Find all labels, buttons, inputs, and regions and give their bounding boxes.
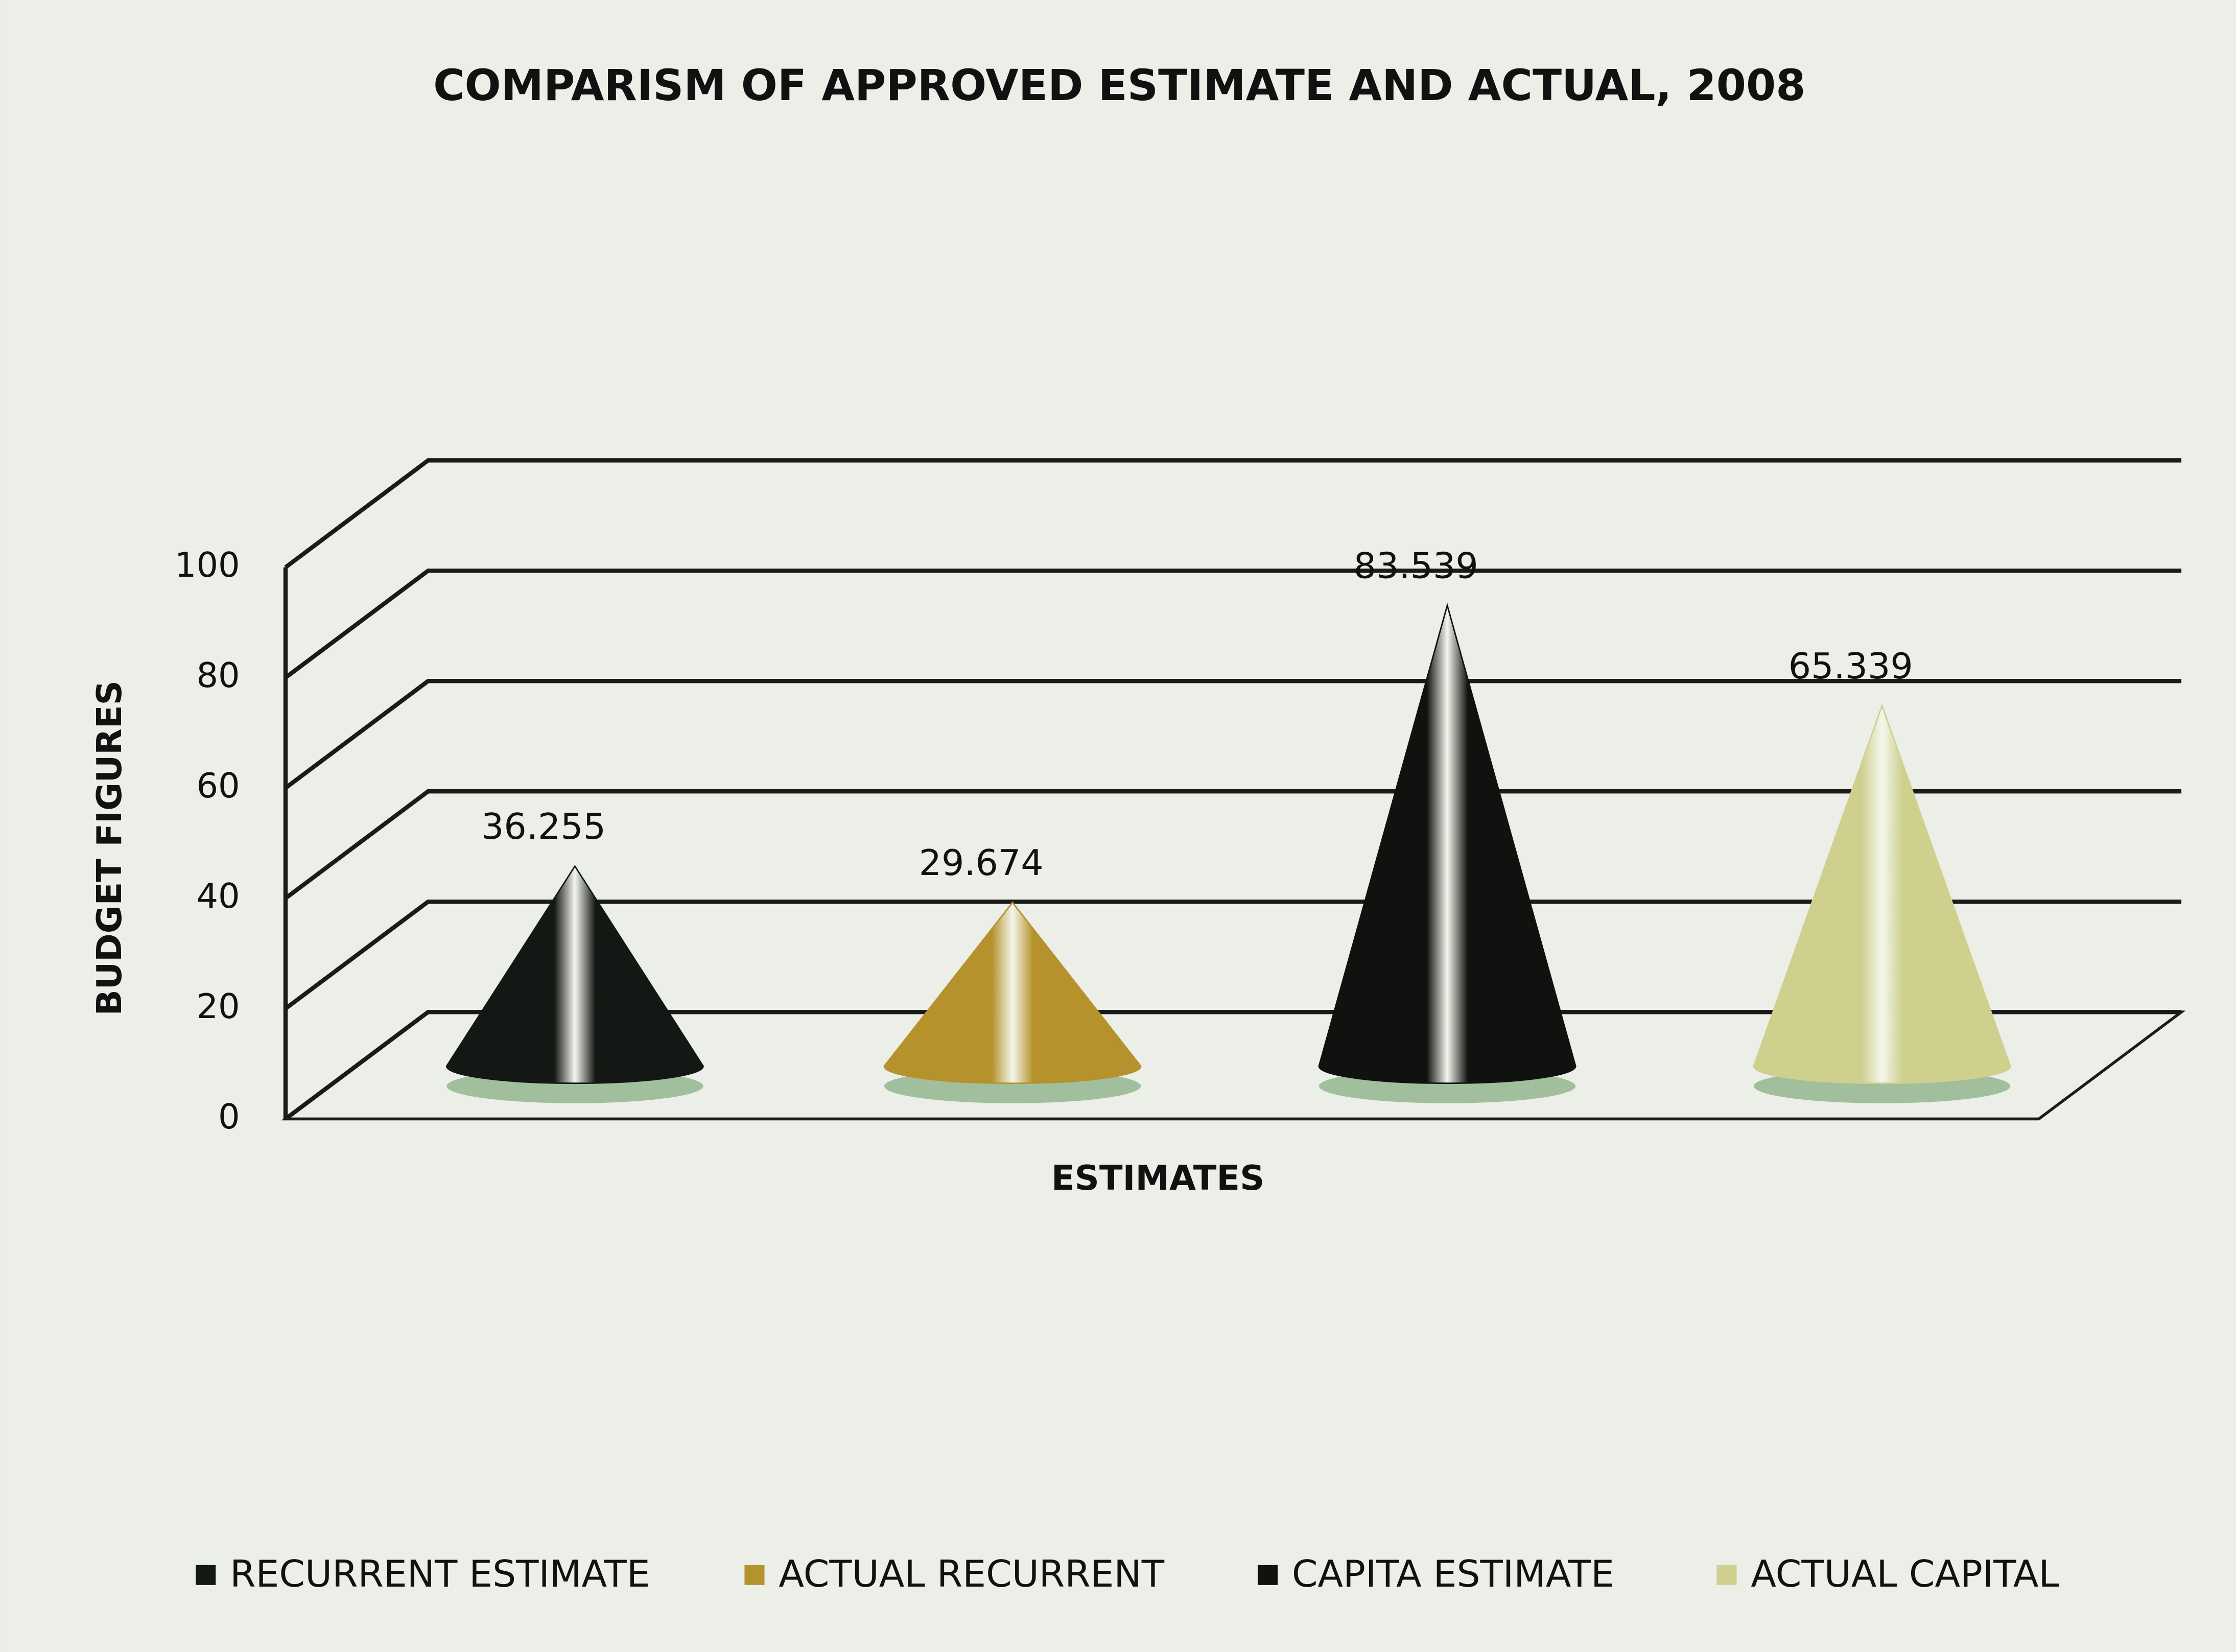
cone (1753, 703, 2011, 1084)
legend-swatch (1716, 1565, 1737, 1585)
y-tick-label: 80 (196, 655, 240, 695)
cone (883, 901, 1142, 1084)
value-label: 36.255 (481, 806, 606, 847)
chart-title: COMPARISM OF APPROVED ESTIMATE AND ACTUA… (433, 60, 1805, 110)
legend-swatch (744, 1565, 765, 1585)
y-axis-label: BUDGET FIGURES (89, 680, 129, 1016)
grid-line (284, 458, 2182, 569)
grid-line (284, 789, 2182, 900)
y-tick-label: 40 (196, 876, 240, 916)
y-tick-label: 20 (196, 986, 240, 1026)
y-tick-label: 0 (218, 1097, 240, 1137)
x-axis-label: ESTIMATES (1051, 1158, 1264, 1198)
y-tick-label: 60 (196, 766, 240, 806)
legend-label: ACTUAL RECURRENT (779, 1553, 1164, 1596)
legend-label: ACTUAL CAPITAL (1751, 1553, 2059, 1596)
legend-label: CAPITA ESTIMATE (1292, 1553, 1614, 1596)
floor (281, 1010, 2186, 1121)
grid-line (284, 569, 2182, 679)
value-label: 65.339 (1788, 646, 1913, 687)
grid-line (284, 679, 2182, 790)
value-label: 29.674 (919, 842, 1044, 884)
y-tick-label: 100 (175, 545, 240, 585)
grid-line (284, 899, 2182, 1010)
cone (1318, 602, 1576, 1084)
legend-swatch (1257, 1565, 1278, 1585)
legend-label: RECURRENT ESTIMATE (230, 1553, 650, 1596)
value-label: 83.539 (1354, 546, 1478, 587)
legend-swatch (196, 1565, 216, 1585)
cone (445, 865, 704, 1084)
